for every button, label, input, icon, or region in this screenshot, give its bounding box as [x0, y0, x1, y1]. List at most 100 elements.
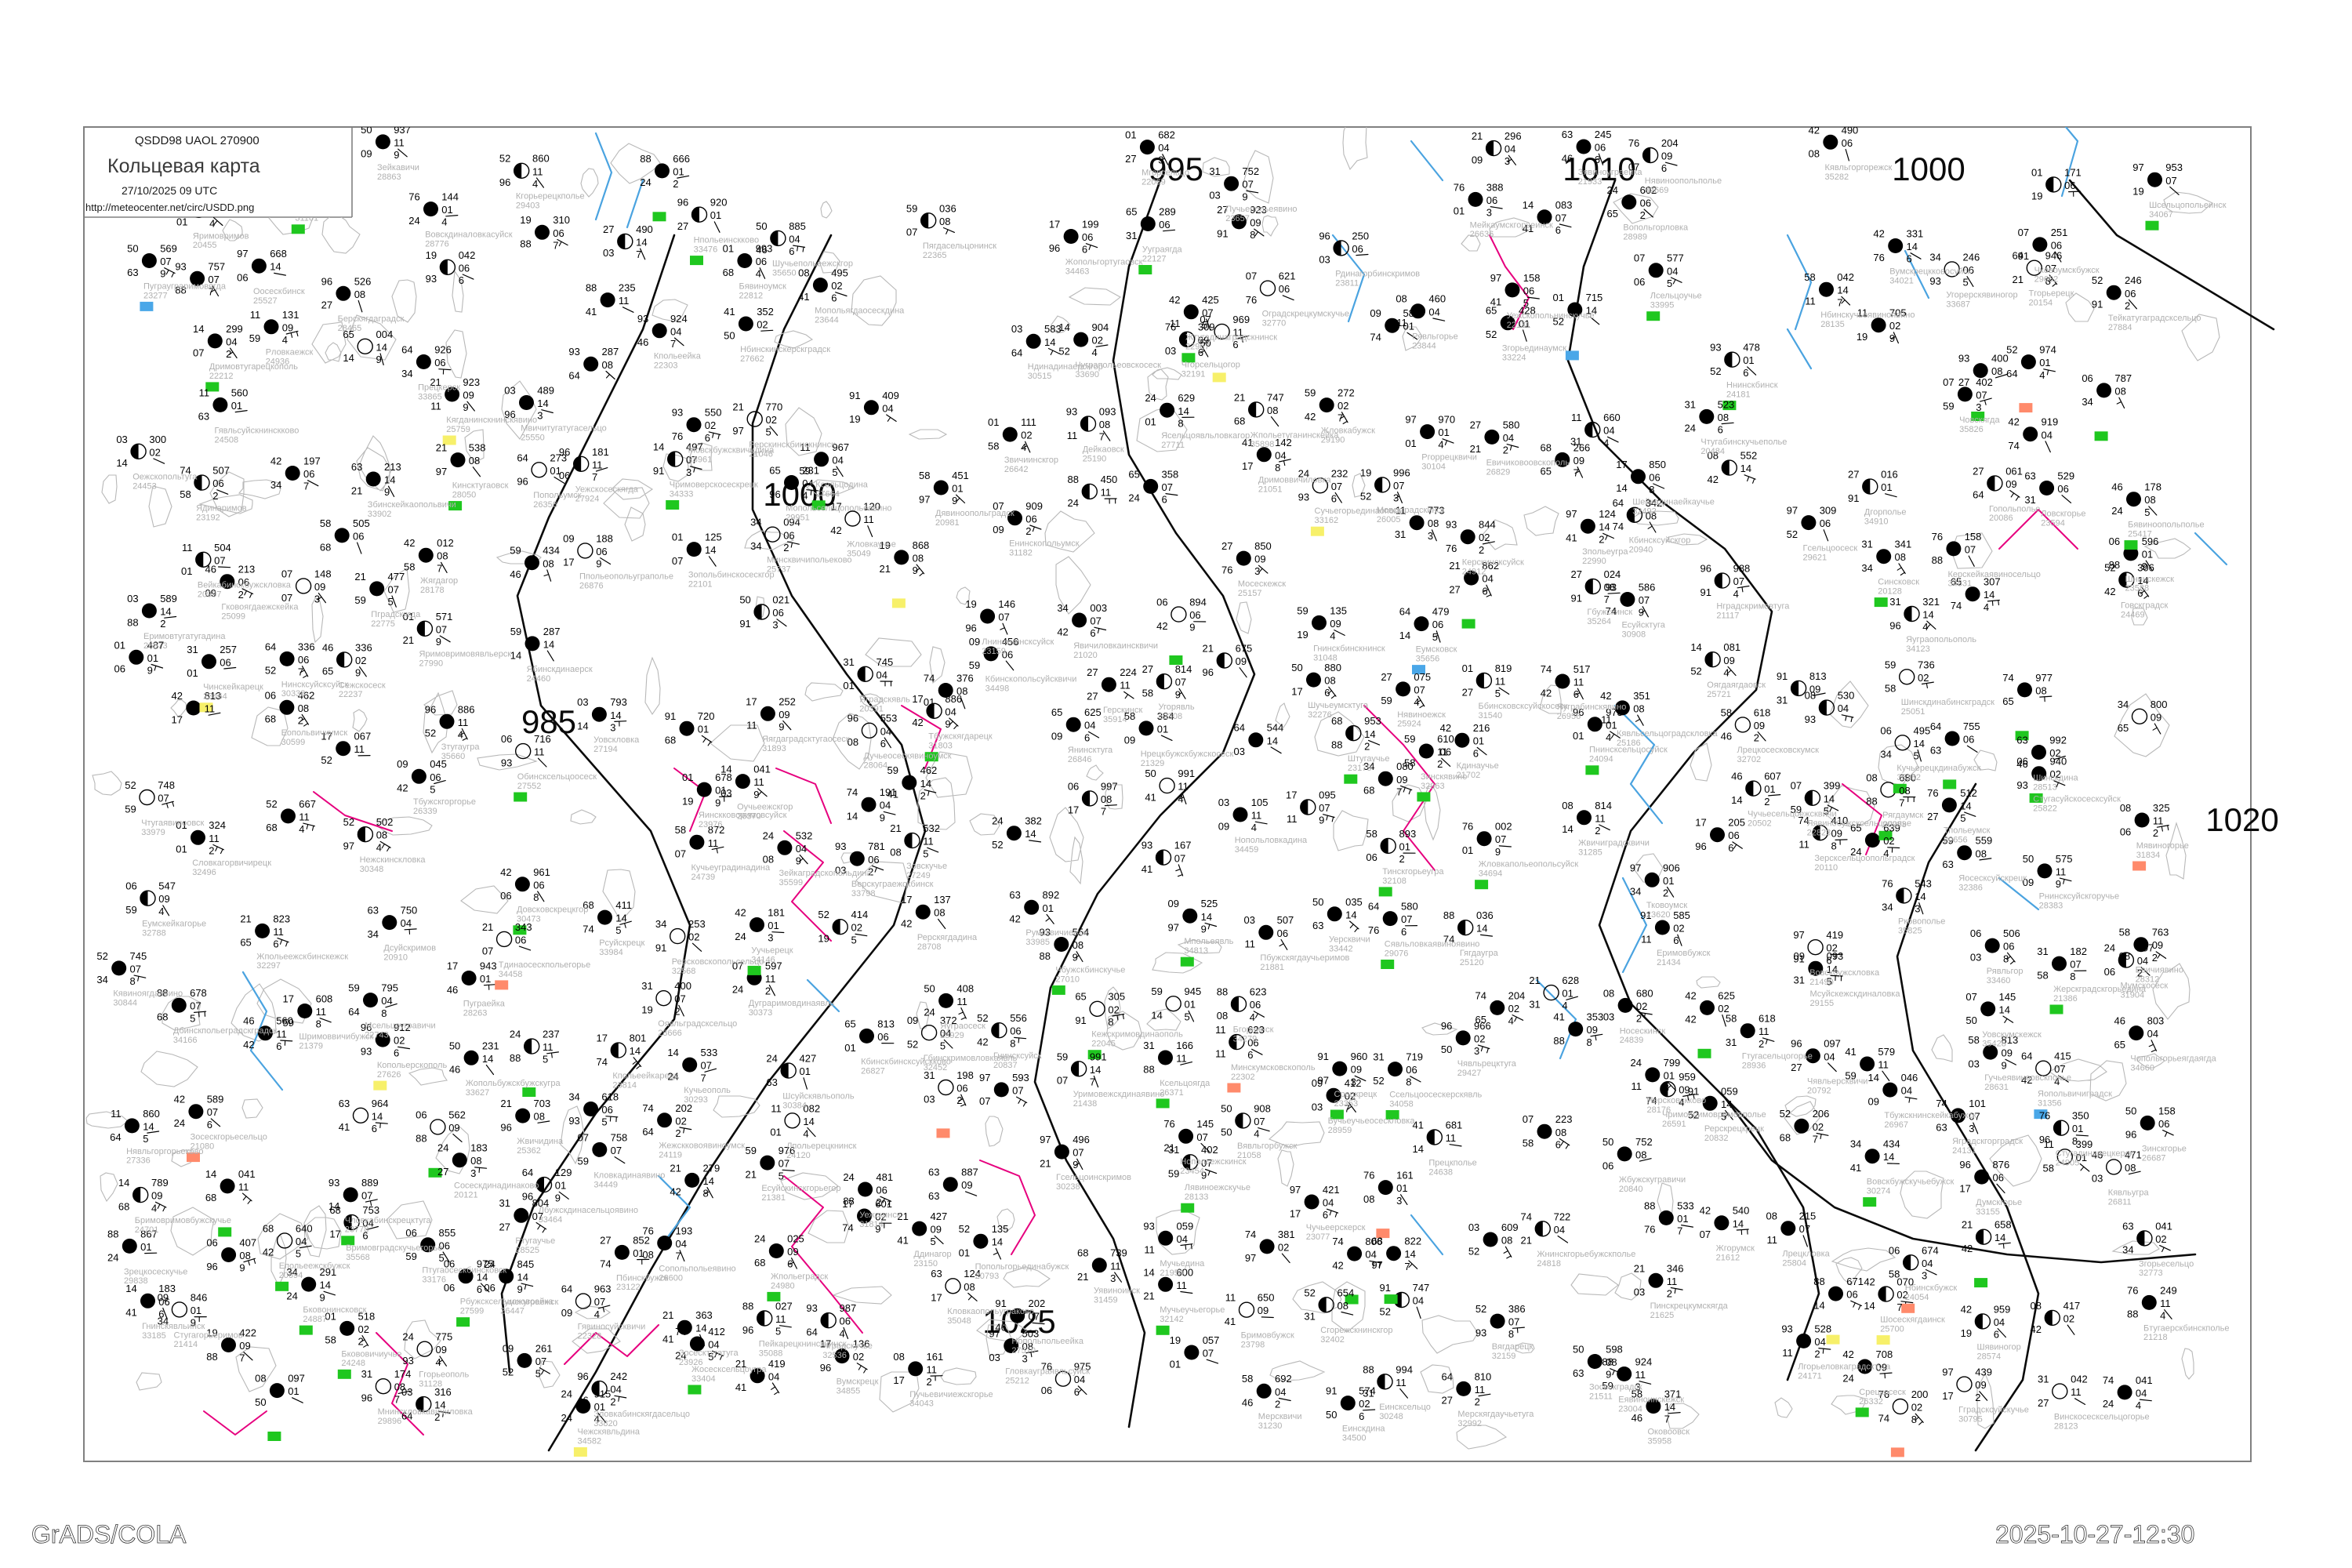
svg-text:Рковополье: Рковополье: [1898, 916, 1945, 926]
svg-text:Керскинсксуйск: Керскинсксуйск: [1462, 558, 1524, 568]
svg-text:63: 63: [1562, 129, 1573, 140]
svg-text:095: 095: [1319, 789, 1336, 801]
svg-text:5: 5: [1914, 750, 1919, 762]
svg-text:5: 5: [601, 1116, 607, 1128]
svg-text:09: 09: [314, 581, 325, 593]
svg-text:31: 31: [1861, 539, 1872, 550]
svg-text:6: 6: [1718, 424, 1723, 436]
svg-text:14: 14: [1740, 463, 1751, 474]
svg-text:93: 93: [328, 1177, 339, 1189]
svg-text:34582: 34582: [578, 1436, 602, 1446]
svg-text:96: 96: [517, 476, 528, 488]
svg-text:28135: 28135: [1820, 320, 1845, 329]
svg-text:041: 041: [2155, 1220, 2172, 1232]
svg-text:20086: 20086: [1989, 514, 2013, 523]
svg-text:959: 959: [1679, 1071, 1696, 1083]
svg-text:42: 42: [901, 918, 912, 930]
svg-text:08: 08: [534, 1111, 545, 1123]
svg-text:24: 24: [1145, 392, 1156, 404]
svg-text:07: 07: [1943, 376, 1954, 388]
svg-text:88: 88: [1932, 554, 1943, 566]
svg-text:9: 9: [436, 636, 441, 648]
svg-text:96: 96: [577, 1370, 588, 1382]
svg-text:623: 623: [1250, 986, 1267, 998]
svg-text:909: 909: [1025, 500, 1043, 512]
svg-text:331: 331: [1907, 228, 1924, 240]
svg-text:31: 31: [1794, 975, 1805, 986]
svg-text:887: 887: [961, 1167, 978, 1178]
svg-text:07: 07: [1965, 543, 1976, 555]
svg-text:11: 11: [205, 703, 216, 715]
svg-text:97: 97: [343, 840, 354, 852]
svg-text:04: 04: [2136, 1387, 2147, 1399]
svg-text:34067: 34067: [2149, 210, 2173, 220]
svg-text:30248: 30248: [1379, 1412, 1403, 1421]
svg-text:Гявльсуйскнинскково: Гявльсуйскнинскково: [215, 426, 299, 435]
svg-text:Тдинаосескпольегорье: Тдинаосескпольегорье: [499, 960, 590, 970]
svg-text:52: 52: [1373, 1075, 1384, 1087]
svg-text:5: 5: [1963, 277, 1969, 289]
svg-text:08: 08: [890, 847, 901, 858]
svg-text:01: 01: [1562, 988, 1573, 1000]
svg-text:52: 52: [1690, 666, 1701, 677]
svg-text:03: 03: [603, 247, 614, 259]
svg-text:Дгорполье: Дгорполье: [1864, 508, 1907, 517]
svg-text:Гнинскбинскнинск: Гнинскбинскнинск: [1313, 644, 1385, 653]
svg-text:50: 50: [1573, 1343, 1584, 1355]
svg-text:09: 09: [1330, 618, 1341, 630]
svg-text:Нбинскинскерскградск: Нбинскинскерскградск: [740, 345, 830, 354]
svg-text:6: 6: [1907, 253, 1912, 265]
svg-text:408: 408: [956, 982, 974, 994]
svg-text:33985: 33985: [1025, 938, 1050, 947]
svg-text:402: 402: [1201, 1144, 1218, 1156]
svg-text:24: 24: [408, 215, 419, 227]
svg-text:76: 76: [1873, 252, 1884, 263]
svg-text:6: 6: [1323, 1209, 1328, 1221]
svg-text:42: 42: [670, 1186, 681, 1198]
svg-text:11: 11: [1601, 713, 1612, 725]
svg-text:963: 963: [594, 1283, 612, 1295]
svg-text:31285: 31285: [1578, 848, 1602, 858]
svg-text:668: 668: [270, 248, 287, 260]
svg-text:21: 21: [746, 1168, 757, 1180]
svg-text:21612: 21612: [1716, 1254, 1740, 1263]
svg-text:07: 07: [158, 793, 169, 804]
svg-text:11: 11: [532, 165, 543, 177]
svg-text:07: 07: [2018, 227, 2029, 238]
svg-text:96: 96: [820, 1362, 831, 1374]
svg-text:41: 41: [735, 1381, 746, 1393]
svg-text:11: 11: [2153, 815, 2164, 827]
svg-text:2: 2: [1437, 758, 1443, 770]
svg-text:11: 11: [182, 542, 193, 554]
svg-text:924: 924: [670, 313, 688, 325]
svg-text:26636: 26636: [1470, 230, 1494, 239]
svg-text:03: 03: [1011, 323, 1022, 335]
svg-text:09: 09: [779, 709, 789, 720]
svg-text:529: 529: [2057, 470, 2074, 482]
svg-text:Зпольеугра: Зпольеугра: [1582, 547, 1628, 557]
svg-text:42: 42: [174, 1094, 185, 1105]
svg-text:35599: 35599: [779, 878, 804, 887]
svg-text:Нявиноежск: Нявиноежск: [1397, 710, 1446, 720]
svg-text:04: 04: [789, 233, 800, 245]
svg-text:892: 892: [1043, 889, 1060, 901]
svg-text:63: 63: [2016, 735, 2027, 746]
svg-text:03: 03: [1244, 914, 1255, 926]
svg-text:03: 03: [720, 787, 731, 799]
svg-text:Жвичидина: Жвичидина: [517, 1137, 564, 1146]
svg-text:88: 88: [586, 282, 597, 294]
svg-text:08: 08: [2144, 494, 2155, 506]
svg-text:016: 016: [1881, 469, 1898, 481]
svg-text:Вовскбужскловка: Вовскбужскловка: [1809, 968, 1880, 978]
svg-text:33464: 33464: [539, 1215, 563, 1225]
svg-text:31: 31: [1373, 1051, 1384, 1063]
svg-text:324: 324: [209, 819, 226, 831]
svg-text:46: 46: [449, 1064, 460, 1076]
svg-text:03: 03: [1218, 797, 1229, 808]
svg-text:9: 9: [555, 1192, 561, 1203]
svg-text:02: 02: [2063, 1312, 2074, 1324]
svg-text:32297: 32297: [256, 961, 281, 971]
svg-text:9: 9: [1319, 815, 1324, 826]
svg-text:96: 96: [1695, 840, 1706, 852]
svg-text:Зтугаугра: Зтугаугра: [441, 742, 481, 752]
